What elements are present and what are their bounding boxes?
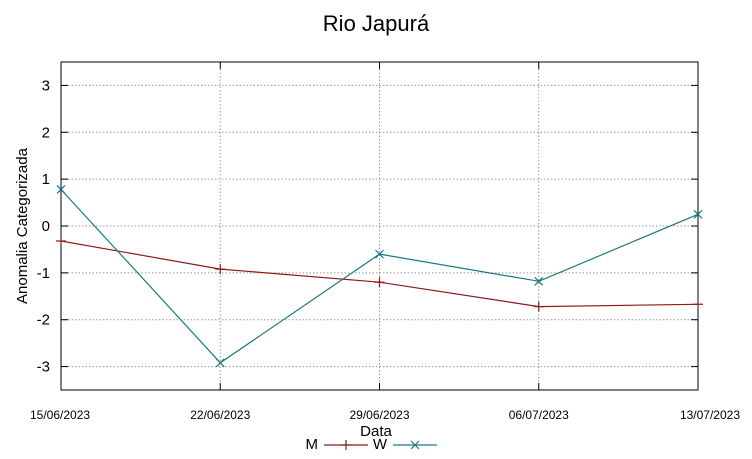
y-tick-label: 1 [42, 171, 50, 188]
data-point-m [533, 301, 544, 312]
legend-marker-m [341, 440, 351, 450]
legend: M W [306, 436, 437, 453]
data-point-w [215, 358, 225, 368]
series-w [56, 185, 703, 368]
data-point-m [56, 235, 66, 246]
x-tick-label: 15/06/2023 [30, 408, 90, 422]
data-point-w [56, 185, 66, 194]
data-point-w [375, 249, 384, 259]
y-tick-label: -1 [37, 265, 50, 282]
legend-marker-w [410, 440, 420, 450]
x-tick-label: 06/07/2023 [509, 408, 569, 422]
data-point-m [215, 264, 226, 275]
y-axis-label: Anomalia Categorizada [14, 147, 31, 304]
data-point-w [534, 276, 544, 286]
x-tick-label: 29/06/2023 [349, 408, 409, 422]
series-group [56, 185, 703, 368]
data-point-w [693, 209, 703, 219]
data-point-m [693, 299, 703, 310]
y-tick-label: 3 [42, 77, 50, 94]
y-axis-ticks: 3 2 1 0 -1 -2 -3 [37, 77, 698, 376]
legend-label-m: M [306, 436, 319, 453]
x-tick-label: 13/07/2023 [680, 408, 740, 422]
y-tick-label: -3 [37, 359, 50, 376]
legend-label-w: W [373, 436, 388, 453]
y-tick-label: 0 [42, 218, 50, 235]
chart-title: Rio Japurá [323, 11, 430, 36]
data-point-m [374, 277, 385, 288]
y-tick-label: -2 [37, 312, 50, 329]
series-m [56, 235, 703, 312]
x-tick-label: 22/06/2023 [190, 408, 250, 422]
x-axis-ticks: 15/06/2023 22/06/2023 29/06/2023 06/07/2023… [30, 62, 740, 422]
y-tick-label: 2 [42, 124, 50, 141]
grid-lines [60, 62, 699, 390]
x-axis-label: Data [360, 423, 392, 440]
